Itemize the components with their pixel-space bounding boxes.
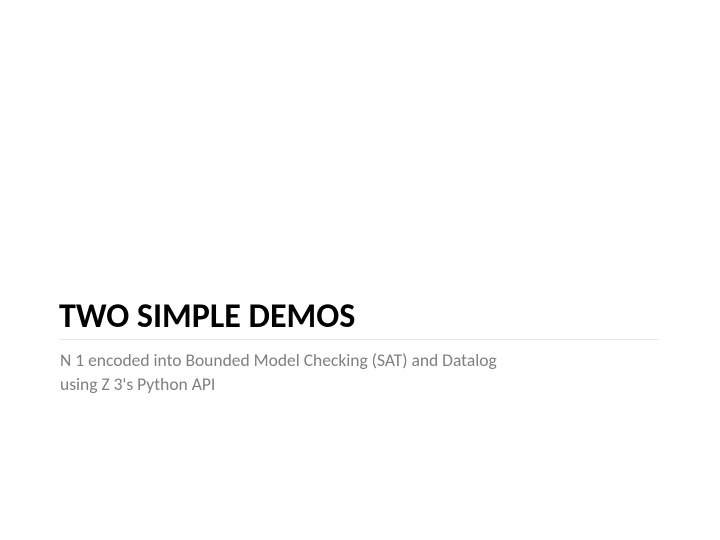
slide-subtitle: N 1 encoded into Bounded Model Checking …	[60, 348, 497, 396]
title-divider	[59, 339, 659, 340]
subtitle-line-2: using Z 3's Python API	[60, 373, 215, 395]
subtitle-line-1: N 1 encoded into Bounded Model Checking …	[60, 349, 497, 371]
slide-title: TWO SIMPLE DEMOS	[59, 296, 355, 337]
slide-container: TWO SIMPLE DEMOS N 1 encoded into Bounde…	[0, 0, 720, 540]
